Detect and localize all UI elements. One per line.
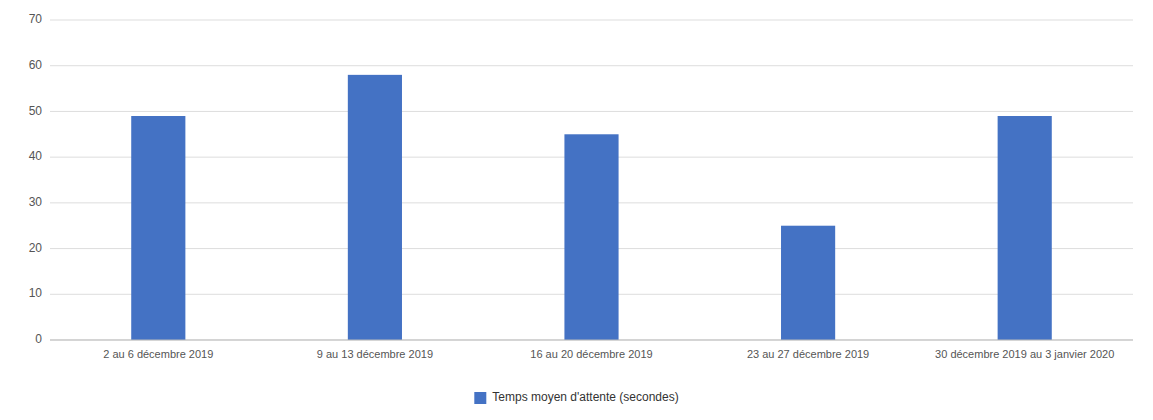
- legend-swatch: [474, 392, 486, 404]
- y-tick-label: 20: [29, 241, 43, 255]
- bar: [131, 116, 185, 340]
- grid-line: [50, 111, 1133, 112]
- x-tick-label: 30 décembre 2019 au 3 janvier 2020: [935, 348, 1114, 360]
- y-tick-label: 0: [35, 332, 42, 346]
- y-tick-label: 40: [29, 149, 43, 163]
- x-tick-label: 16 au 20 décembre 2019: [530, 348, 652, 360]
- bar: [998, 116, 1052, 340]
- chart: 0 10 20 30 40 50 60 70 2 au 6 décembre 2019 9 au …: [0, 0, 1153, 420]
- y-tick-label: 60: [29, 58, 43, 72]
- grid: [50, 20, 1133, 340]
- grid-line: [50, 20, 1133, 21]
- grid-line: [50, 65, 1133, 66]
- legend: Temps moyen d'attente (secondes): [474, 390, 678, 404]
- y-tick-label: 50: [29, 104, 43, 118]
- x-tick-label: 2 au 6 décembre 2019: [103, 348, 213, 360]
- y-tick-label: 30: [29, 195, 43, 209]
- grid-line: [50, 340, 1133, 341]
- y-tick-label: 70: [29, 12, 43, 26]
- bar: [781, 226, 835, 340]
- legend-label: Temps moyen d'attente (secondes): [492, 390, 678, 404]
- x-axis-line: [50, 340, 1133, 341]
- x-tick-label: 9 au 13 décembre 2019: [317, 348, 433, 360]
- bar: [348, 75, 402, 340]
- y-tick-label: 10: [29, 286, 43, 300]
- chart-container: 0 10 20 30 40 50 60 70 2 au 6 décembre 2019 9 au …: [0, 0, 1153, 420]
- bars: [131, 75, 1052, 340]
- x-tick-label: 23 au 27 décembre 2019: [747, 348, 869, 360]
- bar: [564, 134, 618, 340]
